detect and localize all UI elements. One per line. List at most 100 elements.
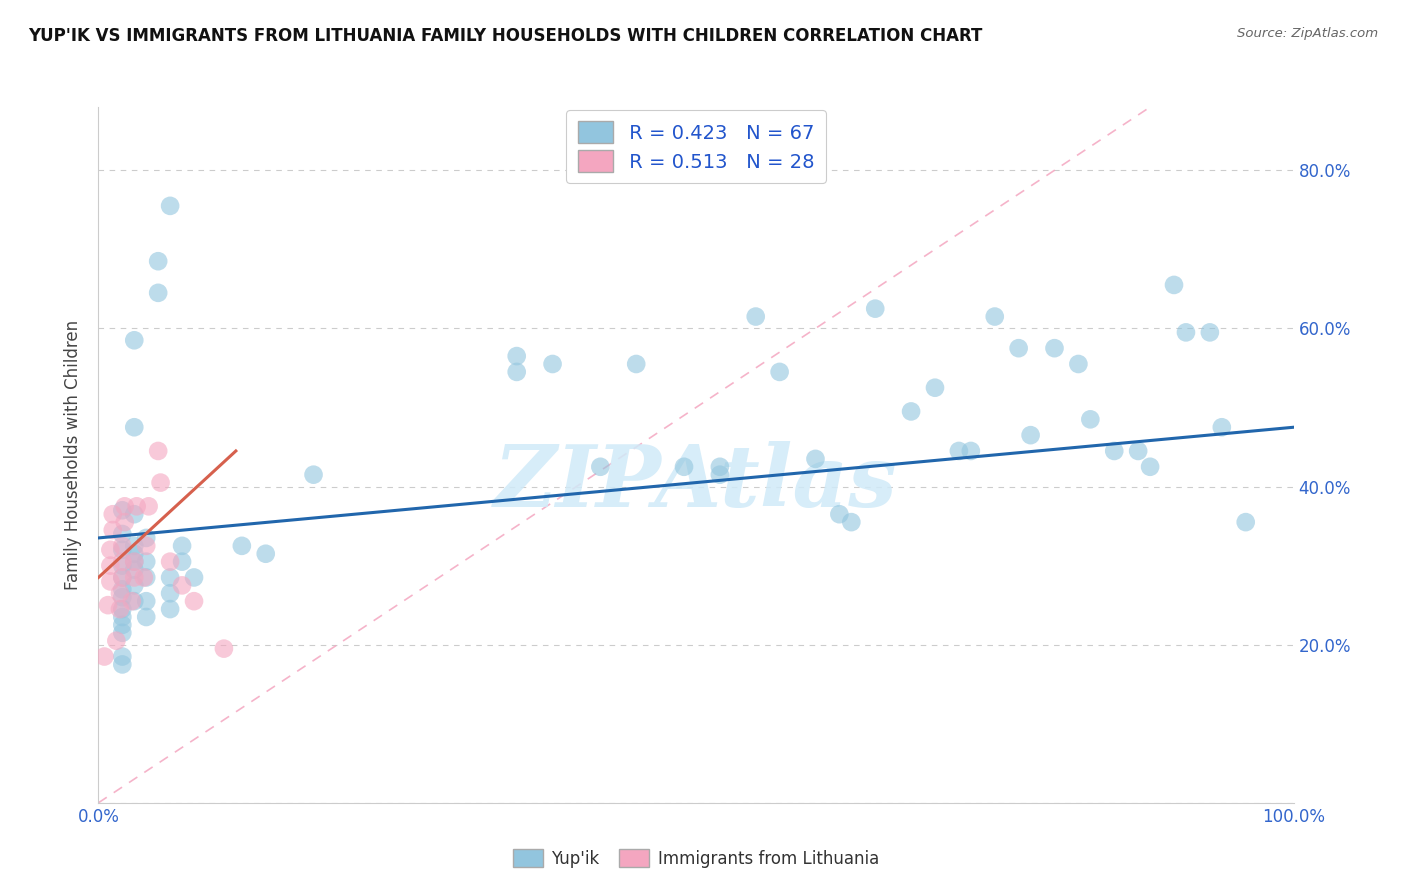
- Point: [863, 301, 887, 316]
- Point: [98, 542, 122, 557]
- Point: [1163, 277, 1185, 292]
- Point: [1043, 341, 1066, 355]
- Point: [111, 582, 134, 597]
- Point: [135, 531, 157, 545]
- Point: [159, 586, 181, 600]
- Point: [589, 459, 612, 474]
- Point: [924, 381, 946, 395]
- Point: [804, 451, 827, 466]
- Point: [1067, 357, 1090, 371]
- Point: [105, 633, 128, 648]
- Point: [506, 349, 529, 363]
- Point: [132, 570, 155, 584]
- Point: [1139, 459, 1161, 474]
- Point: [124, 594, 146, 608]
- Point: [124, 555, 146, 569]
- Point: [626, 357, 648, 371]
- Point: [111, 570, 134, 584]
- Point: [159, 199, 181, 213]
- Point: [673, 459, 696, 474]
- Point: [1198, 326, 1220, 340]
- Point: [108, 602, 131, 616]
- Point: [111, 503, 134, 517]
- Y-axis label: Family Households with Children: Family Households with Children: [65, 320, 83, 590]
- Point: [93, 649, 115, 664]
- Point: [1175, 326, 1198, 340]
- Point: [302, 467, 325, 482]
- Point: [124, 547, 146, 561]
- Point: [984, 310, 1007, 324]
- Point: [172, 555, 194, 569]
- Point: [111, 527, 134, 541]
- Point: [114, 515, 136, 529]
- Point: [541, 357, 564, 371]
- Point: [183, 570, 205, 584]
- Point: [709, 467, 731, 482]
- Point: [828, 507, 851, 521]
- Point: [959, 444, 981, 458]
- Point: [135, 610, 157, 624]
- Point: [1080, 412, 1102, 426]
- Point: [135, 594, 157, 608]
- Point: [124, 420, 146, 434]
- Point: [254, 547, 277, 561]
- Point: [111, 591, 134, 605]
- Point: [124, 539, 146, 553]
- Point: [108, 586, 131, 600]
- Point: [111, 657, 134, 672]
- Text: ZIPAtlas: ZIPAtlas: [494, 441, 898, 524]
- Point: [159, 602, 181, 616]
- Point: [1102, 444, 1125, 458]
- Point: [159, 570, 181, 584]
- Point: [135, 570, 157, 584]
- Point: [948, 444, 970, 458]
- Point: [709, 459, 731, 474]
- Point: [745, 310, 768, 324]
- Point: [111, 625, 134, 640]
- Point: [111, 602, 134, 616]
- Point: [1019, 428, 1042, 442]
- Point: [148, 285, 170, 300]
- Point: [111, 649, 134, 664]
- Point: [101, 507, 124, 521]
- Text: YUP'IK VS IMMIGRANTS FROM LITHUANIA FAMILY HOUSEHOLDS WITH CHILDREN CORRELATION : YUP'IK VS IMMIGRANTS FROM LITHUANIA FAMI…: [28, 27, 983, 45]
- Point: [172, 539, 194, 553]
- Point: [111, 558, 134, 573]
- Point: [111, 618, 134, 632]
- Point: [98, 558, 122, 573]
- Point: [768, 365, 790, 379]
- Point: [97, 598, 120, 612]
- Point: [149, 475, 172, 490]
- Point: [148, 444, 170, 458]
- Point: [111, 570, 134, 584]
- Point: [124, 570, 146, 584]
- Text: Source: ZipAtlas.com: Source: ZipAtlas.com: [1237, 27, 1378, 40]
- Point: [212, 641, 235, 656]
- Point: [1007, 341, 1029, 355]
- Point: [841, 515, 863, 529]
- Point: [135, 555, 157, 569]
- Point: [124, 507, 146, 521]
- Point: [1234, 515, 1257, 529]
- Point: [159, 555, 181, 569]
- Point: [124, 555, 146, 569]
- Point: [111, 555, 134, 569]
- Point: [231, 539, 253, 553]
- Legend: Yup'ik, Immigrants from Lithuania: Yup'ik, Immigrants from Lithuania: [506, 842, 886, 874]
- Point: [1128, 444, 1150, 458]
- Point: [1211, 420, 1233, 434]
- Point: [900, 404, 922, 418]
- Point: [138, 500, 160, 514]
- Point: [124, 578, 146, 592]
- Point: [172, 578, 194, 592]
- Point: [124, 333, 146, 347]
- Point: [111, 542, 134, 557]
- Point: [124, 563, 146, 577]
- Point: [98, 574, 122, 589]
- Point: [101, 523, 124, 537]
- Point: [135, 539, 157, 553]
- Point: [148, 254, 170, 268]
- Point: [111, 610, 134, 624]
- Point: [125, 500, 148, 514]
- Point: [121, 594, 143, 608]
